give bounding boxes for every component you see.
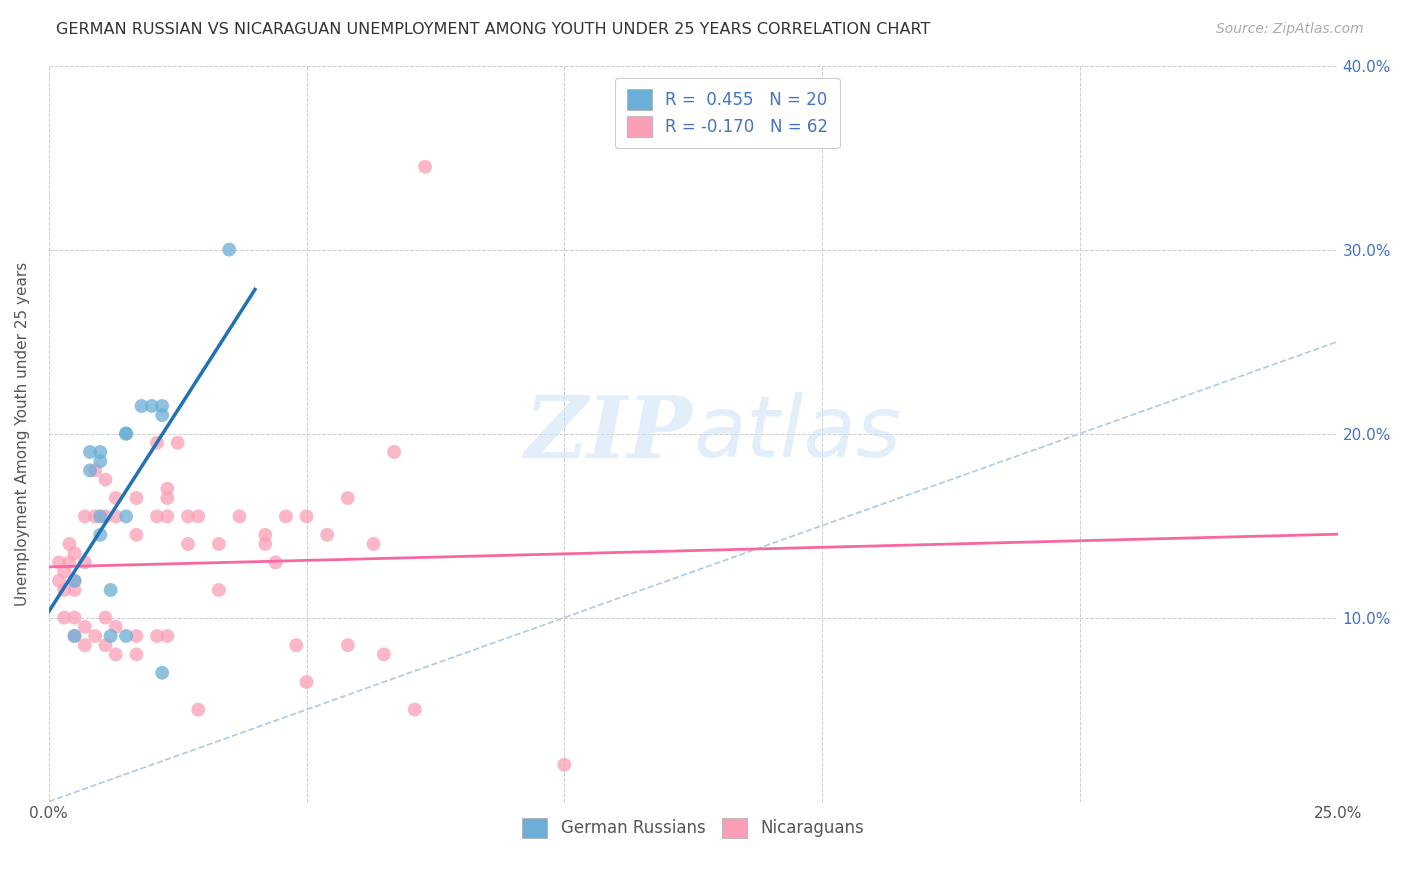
Point	[336, 491, 359, 505]
Point	[115, 629, 138, 643]
Point	[177, 509, 200, 524]
Point	[187, 509, 209, 524]
Point	[146, 435, 169, 450]
Point	[94, 610, 117, 624]
Point	[156, 509, 179, 524]
Point	[73, 555, 96, 569]
Point	[218, 243, 240, 257]
Point	[63, 610, 86, 624]
Point	[94, 473, 117, 487]
Point	[373, 648, 395, 662]
Point	[104, 620, 127, 634]
Point	[84, 629, 107, 643]
Point	[58, 555, 80, 569]
Y-axis label: Unemployment Among Youth under 25 years: Unemployment Among Youth under 25 years	[15, 261, 30, 606]
Point	[84, 463, 107, 477]
Text: ZIP: ZIP	[526, 392, 693, 475]
Point	[177, 537, 200, 551]
Point	[63, 629, 86, 643]
Point	[146, 509, 169, 524]
Point	[125, 491, 148, 505]
Point	[104, 491, 127, 505]
Point	[125, 629, 148, 643]
Point	[125, 648, 148, 662]
Point	[156, 491, 179, 505]
Point	[94, 509, 117, 524]
Point	[115, 426, 138, 441]
Point	[295, 675, 318, 690]
Point	[125, 528, 148, 542]
Point	[363, 537, 385, 551]
Point	[63, 546, 86, 560]
Text: GERMAN RUSSIAN VS NICARAGUAN UNEMPLOYMENT AMONG YOUTH UNDER 25 YEARS CORRELATION: GERMAN RUSSIAN VS NICARAGUAN UNEMPLOYMEN…	[56, 22, 931, 37]
Point	[63, 629, 86, 643]
Point	[79, 463, 101, 477]
Point	[104, 509, 127, 524]
Point	[53, 582, 76, 597]
Point	[316, 528, 339, 542]
Point	[274, 509, 297, 524]
Point	[295, 509, 318, 524]
Point	[89, 528, 111, 542]
Point	[73, 638, 96, 652]
Point	[187, 702, 209, 716]
Point	[89, 454, 111, 468]
Point	[254, 537, 277, 551]
Point	[104, 648, 127, 662]
Point	[382, 445, 405, 459]
Text: Source: ZipAtlas.com: Source: ZipAtlas.com	[1216, 22, 1364, 37]
Point	[166, 435, 188, 450]
Point	[156, 629, 179, 643]
Point	[73, 620, 96, 634]
Point	[79, 445, 101, 459]
Point	[94, 638, 117, 652]
Point	[53, 565, 76, 579]
Point	[264, 555, 287, 569]
Point	[84, 509, 107, 524]
Point	[73, 509, 96, 524]
Point	[89, 509, 111, 524]
Point	[141, 399, 163, 413]
Point	[336, 638, 359, 652]
Point	[48, 574, 70, 588]
Point	[254, 528, 277, 542]
Point	[150, 665, 173, 680]
Point	[100, 629, 122, 643]
Point	[150, 408, 173, 422]
Point	[115, 509, 138, 524]
Point	[89, 445, 111, 459]
Point	[63, 574, 86, 588]
Point	[58, 537, 80, 551]
Point	[553, 757, 575, 772]
Legend: German Russians, Nicaraguans: German Russians, Nicaraguans	[516, 811, 870, 845]
Point	[131, 399, 153, 413]
Text: atlas: atlas	[693, 392, 901, 475]
Point	[228, 509, 250, 524]
Point	[115, 426, 138, 441]
Point	[48, 555, 70, 569]
Point	[208, 582, 231, 597]
Point	[63, 582, 86, 597]
Point	[208, 537, 231, 551]
Point	[413, 160, 436, 174]
Point	[150, 399, 173, 413]
Point	[53, 610, 76, 624]
Point	[100, 582, 122, 597]
Point	[156, 482, 179, 496]
Point	[404, 702, 426, 716]
Point	[63, 574, 86, 588]
Point	[146, 629, 169, 643]
Point	[285, 638, 308, 652]
